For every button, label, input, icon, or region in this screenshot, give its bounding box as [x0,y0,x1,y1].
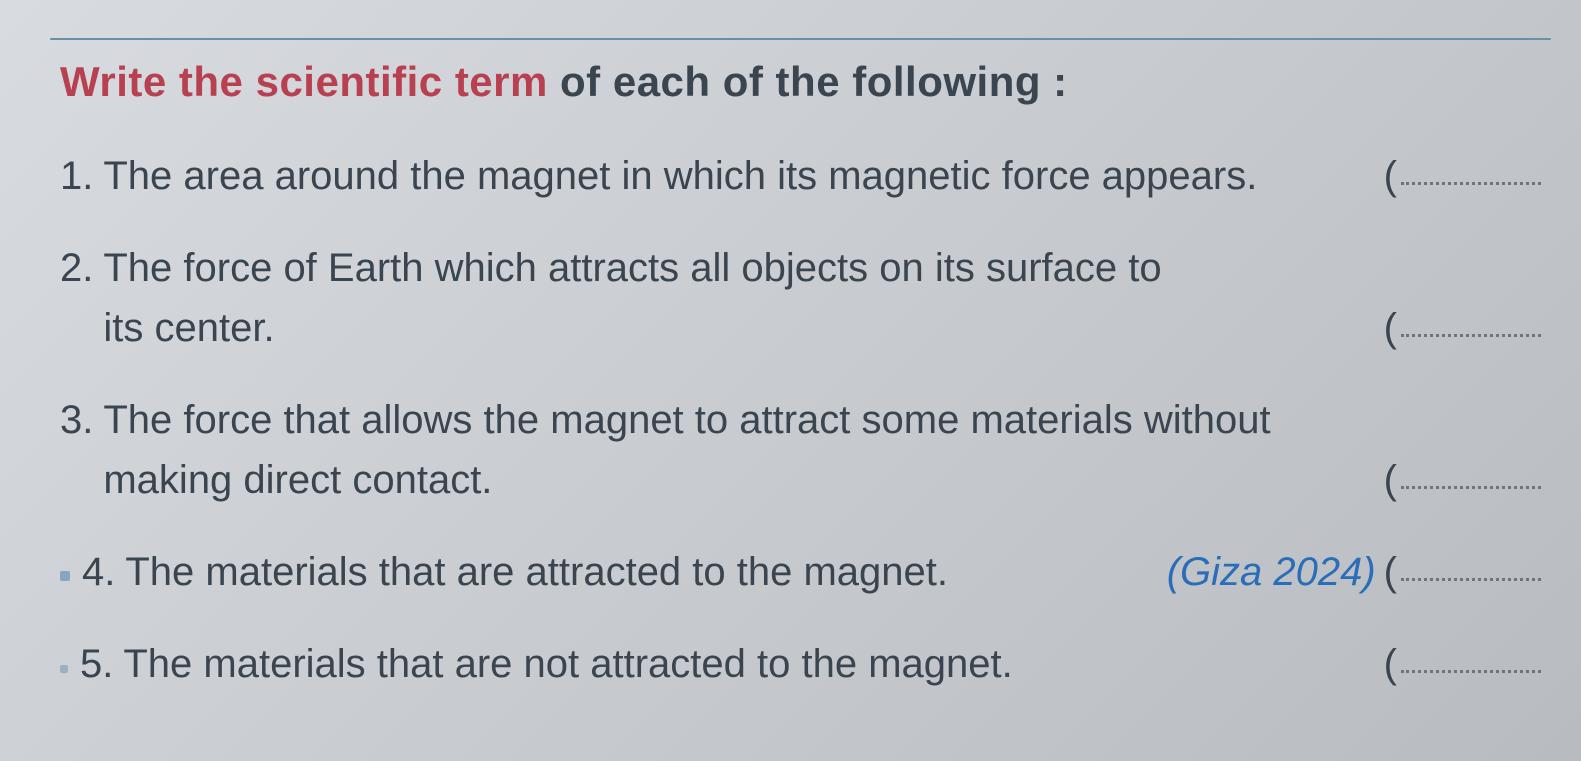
question-text: its center. [103,298,1373,358]
question-line: The materials that are attracted to the … [125,542,1541,602]
question-item: 4. The materials that are attracted to t… [60,542,1541,602]
open-paren: ( [1384,542,1397,602]
heading-red-text: Write the scientific term [60,58,548,105]
question-body: The area around the magnet in which its … [103,146,1541,206]
question-text: The materials that are attracted to the … [125,542,1156,602]
open-paren: ( [1384,634,1397,694]
question-number: 5. [60,634,113,694]
blank-dots [1401,557,1541,581]
question-item: 1. The area around the magnet in which i… [60,146,1541,206]
question-line: The force of Earth which attracts all ob… [103,238,1541,298]
question-number: 3. [60,390,93,450]
heading-dark-text: of each of the following : [548,58,1068,105]
question-line: The area around the magnet in which its … [103,146,1541,206]
answer-blank[interactable]: ( [1384,542,1541,602]
question-body: The materials that are attracted to the … [125,542,1541,602]
question-text: The materials that are not attracted to … [123,634,1373,694]
question-number: 1. [60,146,93,206]
open-paren: ( [1384,146,1397,206]
question-item: 5. The materials that are not attracted … [60,634,1541,694]
blank-dots [1401,465,1541,489]
question-text: The area around the magnet in which its … [103,146,1373,206]
answer-blank[interactable]: ( [1384,146,1541,206]
question-text: The force of Earth which attracts all ob… [103,238,1541,298]
question-body: The force of Earth which attracts all ob… [103,238,1541,358]
question-list: 1. The area around the magnet in which i… [60,146,1541,694]
answer-blank[interactable]: ( [1384,450,1541,510]
question-number: 2. [60,238,93,298]
question-number: 4. [60,542,115,602]
question-body: The materials that are not attracted to … [123,634,1541,694]
blank-dots [1401,649,1541,673]
question-body: The force that allows the magnet to attr… [103,390,1541,510]
question-line: making direct contact. ( [103,450,1541,510]
section-heading: Write the scientific term of each of the… [60,58,1541,106]
answer-blank[interactable]: ( [1384,298,1541,358]
answer-blank[interactable]: ( [1384,634,1541,694]
question-line: The materials that are not attracted to … [123,634,1541,694]
question-text: The force that allows the magnet to attr… [103,390,1541,450]
question-text: making direct contact. [103,450,1373,510]
open-paren: ( [1384,450,1397,510]
question-line: its center. ( [103,298,1541,358]
question-source-wrap: (Giza 2024) ( [1167,542,1541,602]
question-item: 3. The force that allows the magnet to a… [60,390,1541,510]
question-source: (Giza 2024) [1167,542,1376,602]
blank-dots [1401,161,1541,185]
blank-dots [1401,313,1541,337]
question-item: 2. The force of Earth which attracts all… [60,238,1541,358]
open-paren: ( [1384,298,1397,358]
question-line: The force that allows the magnet to attr… [103,390,1541,450]
top-horizontal-rule [50,38,1551,40]
